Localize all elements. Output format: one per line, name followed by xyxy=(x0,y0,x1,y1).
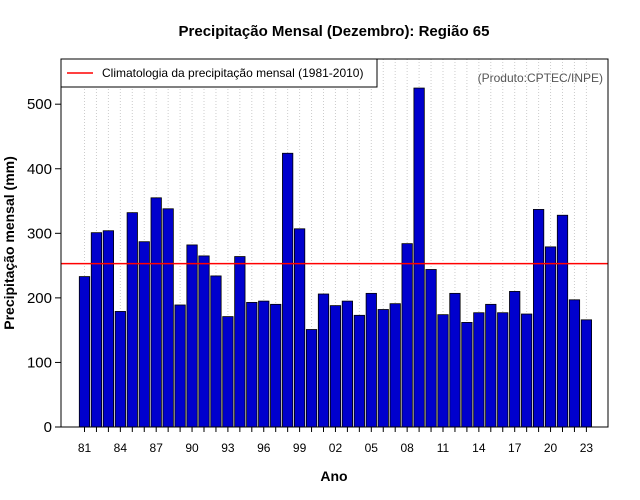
x-tick-label: 90 xyxy=(185,441,199,455)
bar-08 xyxy=(401,243,413,428)
bar-01 xyxy=(317,293,330,428)
bar-91 xyxy=(198,255,210,428)
bar-21 xyxy=(556,214,569,428)
bars xyxy=(78,87,593,428)
y-tick-label: 100 xyxy=(27,354,52,371)
bar-95 xyxy=(246,301,258,428)
bar-23 xyxy=(580,319,593,428)
bar-12 xyxy=(449,292,461,428)
bar-11 xyxy=(437,314,449,428)
bar-86 xyxy=(138,241,150,428)
bar-09 xyxy=(413,87,425,428)
legend-box xyxy=(60,58,378,88)
bar-90 xyxy=(186,244,198,428)
credit-text: (Produto:CPTEC/INPE) xyxy=(478,71,603,85)
bar-96 xyxy=(258,300,270,428)
y-tick-label: 300 xyxy=(27,225,52,242)
bar-98 xyxy=(282,152,294,428)
bar-88 xyxy=(162,208,174,428)
legend: Climatologia da precipitação mensal (198… xyxy=(60,58,378,88)
bar-87 xyxy=(150,197,162,428)
x-tick-label: 14 xyxy=(472,441,486,455)
bar-06 xyxy=(377,309,389,428)
bar-02 xyxy=(329,305,342,428)
bar-15 xyxy=(485,303,497,428)
x-tick-label: 11 xyxy=(437,441,450,455)
bar-94 xyxy=(234,256,246,428)
y-tick-label: 0 xyxy=(44,419,52,436)
x-tick-label: 05 xyxy=(365,441,379,455)
x-tick-label: 02 xyxy=(329,441,343,455)
x-tick-label: 99 xyxy=(293,441,307,455)
x-axis: 81 84 87 90 93 96 99 02 05 08 11 14 17 20 23 xyxy=(78,427,594,455)
x-tick-label: 87 xyxy=(150,441,164,455)
x-axis-label: Ano xyxy=(320,468,347,484)
bar-22 xyxy=(568,299,581,428)
bar-07 xyxy=(389,303,401,428)
bar-85 xyxy=(126,212,138,428)
x-tick-label: 20 xyxy=(544,441,558,455)
chart-title: Precipitação Mensal (Dezembro): Região 6… xyxy=(179,23,490,40)
legend-label: Climatologia da precipitação mensal (198… xyxy=(102,66,363,80)
x-tick-label: 08 xyxy=(400,441,414,455)
bar-04 xyxy=(353,314,365,428)
bar-18 xyxy=(521,313,533,428)
bar-84 xyxy=(114,311,126,428)
bar-99 xyxy=(293,228,306,428)
x-tick-label: 23 xyxy=(580,441,594,455)
x-tick-label: 81 xyxy=(78,441,92,455)
bar-82 xyxy=(90,232,103,428)
x-tick-label: 96 xyxy=(257,441,271,455)
x-tick-label: 84 xyxy=(114,441,128,455)
y-axis: 0 100 200 300 400 500 xyxy=(27,96,61,436)
y-tick-label: 400 xyxy=(27,161,52,178)
bar-89 xyxy=(174,304,186,428)
bar-83 xyxy=(102,230,114,428)
x-tick-label: 93 xyxy=(221,441,235,455)
x-tick-label: 17 xyxy=(508,441,522,455)
y-tick-label: 500 xyxy=(27,96,52,113)
bar-81 xyxy=(78,276,91,428)
bar-20 xyxy=(544,246,557,428)
y-tick-label: 200 xyxy=(27,290,52,307)
bar-19 xyxy=(533,209,545,428)
bar-17 xyxy=(509,291,521,428)
bar-14 xyxy=(473,312,485,428)
bar-13 xyxy=(461,322,473,428)
bar-03 xyxy=(341,300,354,428)
bar-00 xyxy=(305,329,318,428)
y-axis-label: Precipitação mensal (mm) xyxy=(1,156,17,330)
bar-16 xyxy=(497,312,509,428)
bar-10 xyxy=(425,269,437,428)
bar-92 xyxy=(210,275,222,428)
bar-05 xyxy=(365,292,377,428)
bar-97 xyxy=(270,303,282,428)
bar-93 xyxy=(222,316,234,428)
